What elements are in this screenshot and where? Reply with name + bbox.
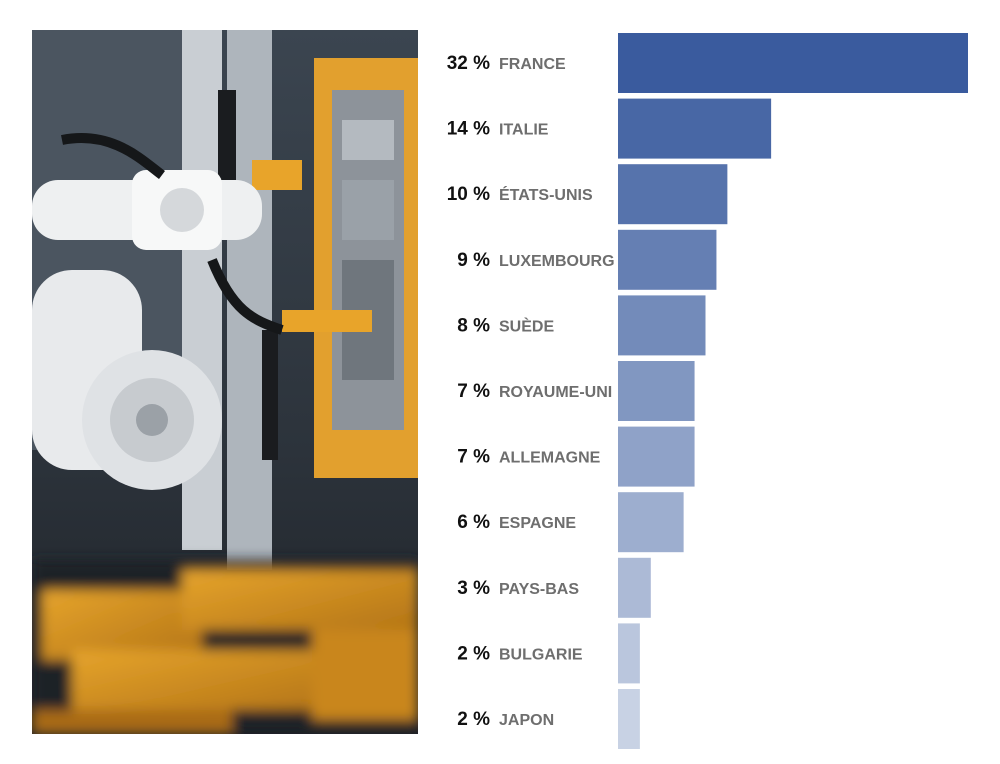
bar-bulgarie <box>618 623 640 684</box>
value-label: 7 % <box>457 447 490 468</box>
bar-pays-bas <box>618 557 651 618</box>
category-label: FRANCE <box>499 56 566 73</box>
value-label: 3 % <box>457 578 490 599</box>
robot-arm-illustration <box>32 30 418 734</box>
value-label: 10 % <box>447 184 490 205</box>
category-label: ESPAGNE <box>499 515 576 532</box>
value-label: 8 % <box>457 315 490 336</box>
value-label: 6 % <box>457 512 490 533</box>
bar-luxembourg <box>618 229 717 290</box>
category-label: PAYS-BAS <box>499 581 579 598</box>
category-label: ROYAUME-UNI <box>499 384 612 401</box>
value-label: 32 % <box>447 53 490 74</box>
industrial-robot-photo <box>32 30 418 734</box>
value-label: 9 % <box>457 250 490 271</box>
bar-espagne <box>618 492 684 553</box>
bar-allemagne <box>618 426 695 487</box>
value-label: 7 % <box>457 381 490 402</box>
value-label: 2 % <box>457 643 490 664</box>
category-label: BULGARIE <box>499 646 583 663</box>
bar-japon <box>618 689 640 749</box>
value-label: 14 % <box>447 119 490 140</box>
bar-suède <box>618 295 706 356</box>
bar-royaume-uni <box>618 361 695 421</box>
value-label: 2 % <box>457 709 490 730</box>
category-label: LUXEMBOURG <box>499 253 615 270</box>
bar-france <box>618 33 968 93</box>
category-label: JAPON <box>499 712 554 729</box>
category-label: ÉTATS-UNIS <box>499 185 593 204</box>
category-label: SUÈDE <box>499 316 554 335</box>
bar-italie <box>618 98 772 159</box>
category-label: ITALIE <box>499 122 549 139</box>
bar-états-unis <box>618 164 728 225</box>
category-label: ALLEMAGNE <box>499 450 601 467</box>
